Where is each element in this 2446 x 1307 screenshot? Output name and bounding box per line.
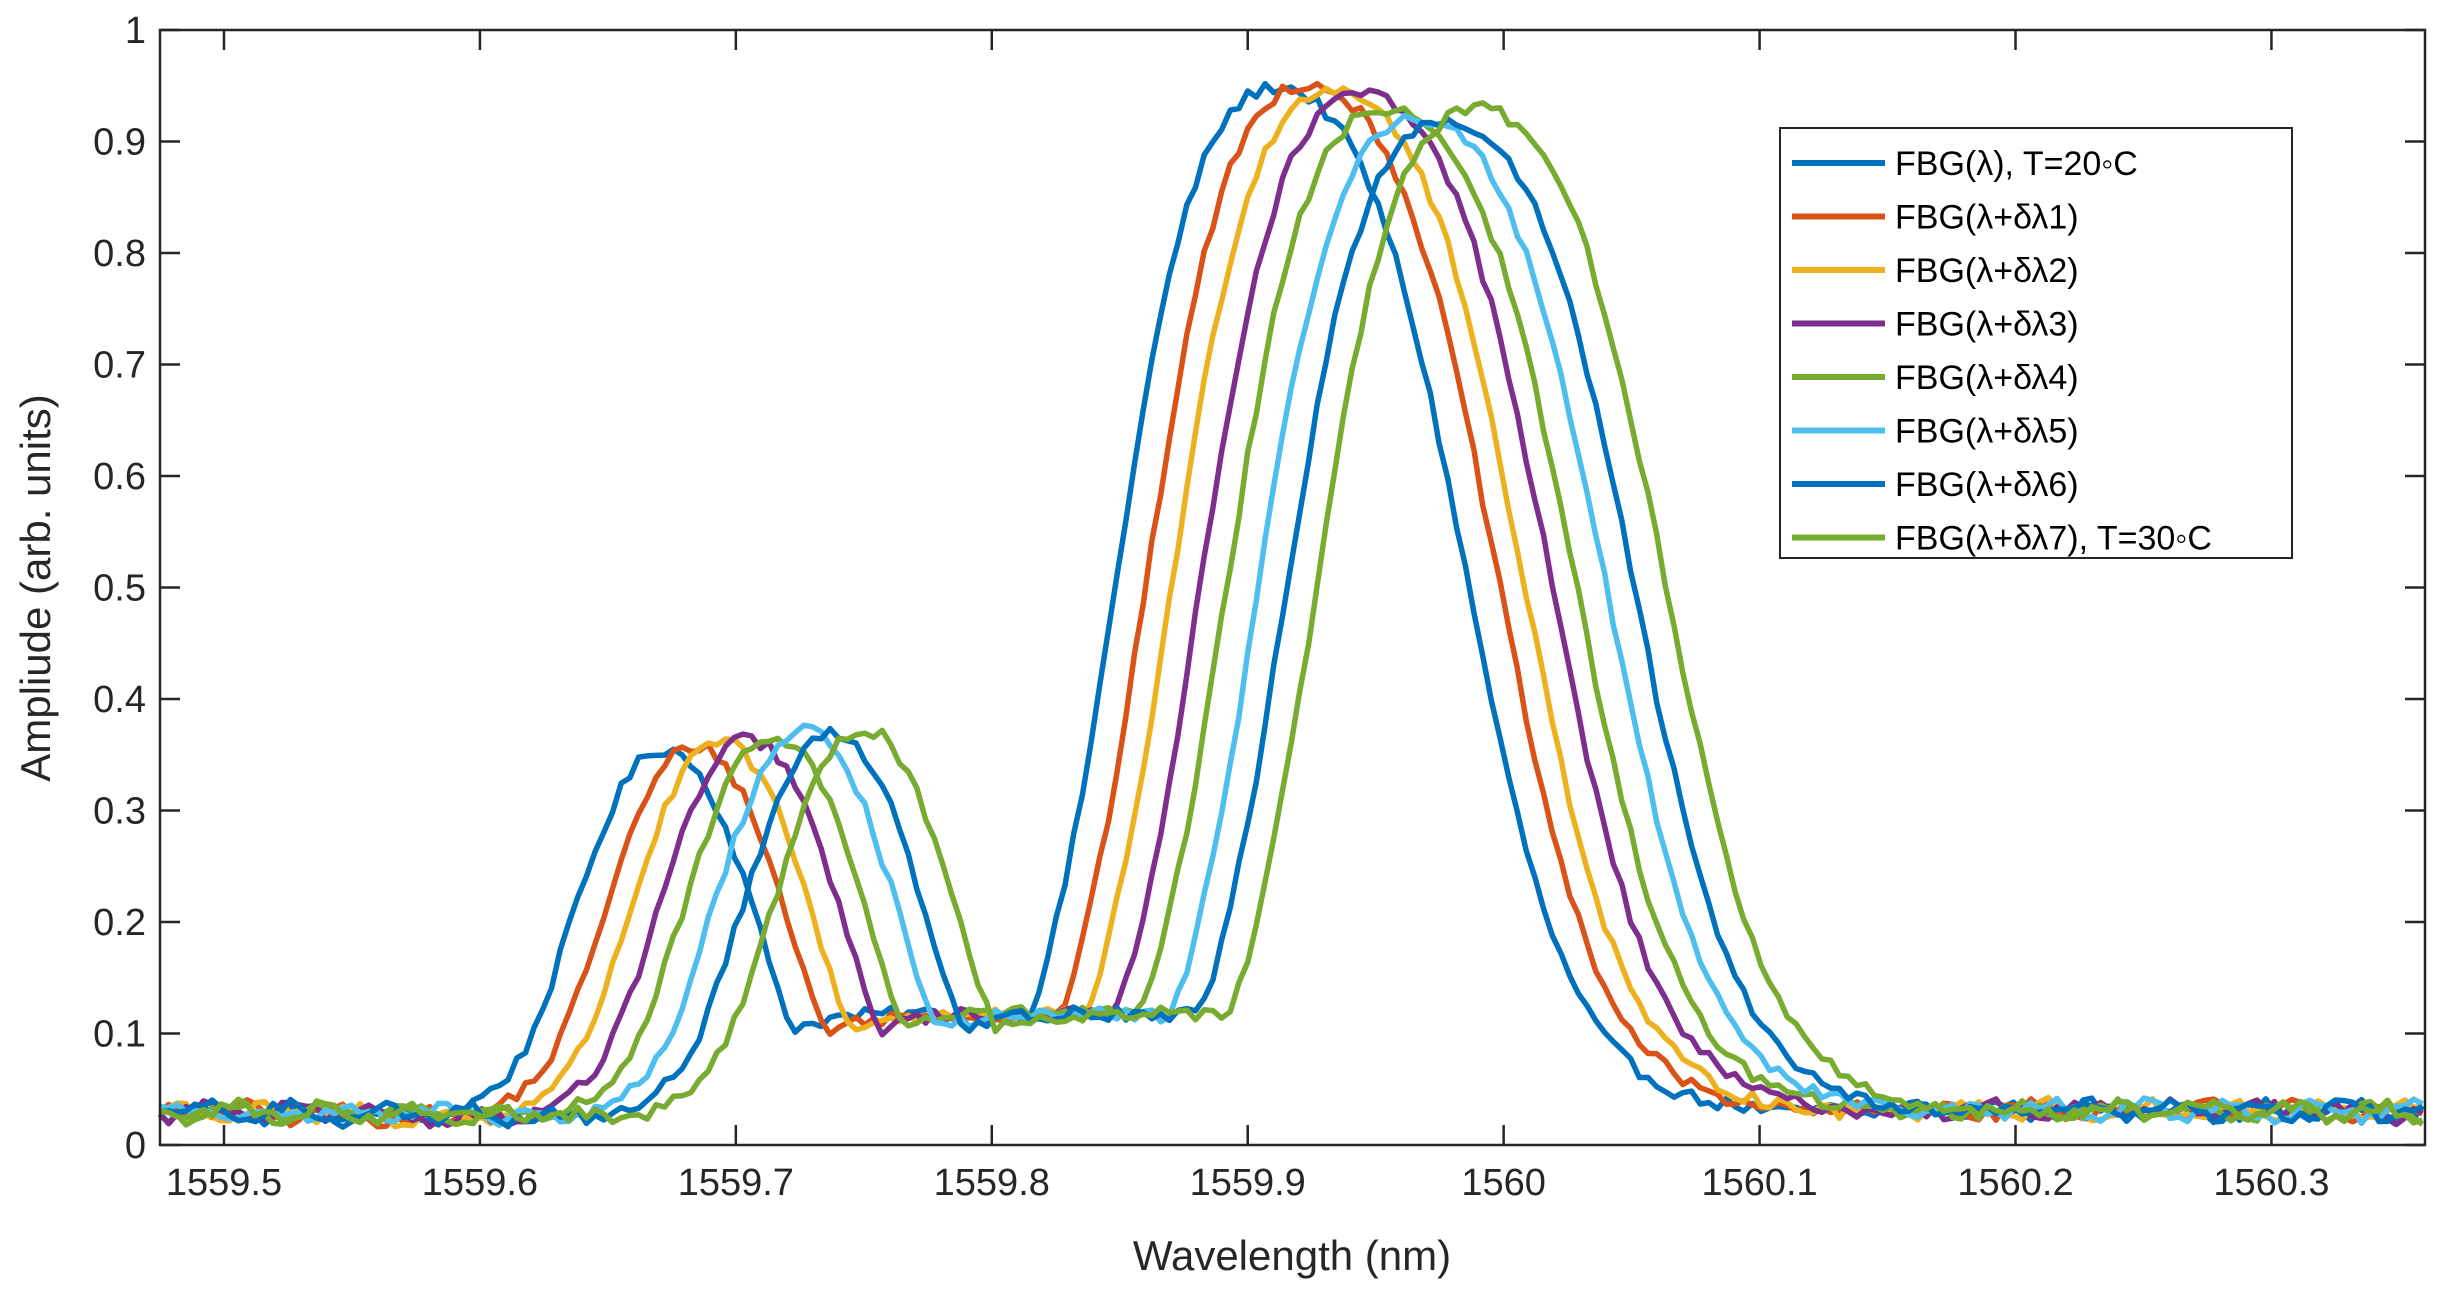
legend-entry-label: FBG(λ+δλ6) [1895, 466, 2079, 504]
legend-entry-label: FBG(λ), T=20◦C [1895, 145, 2138, 183]
y-tick-label: 0.8 [93, 233, 146, 275]
y-tick-label: 0.1 [93, 1014, 146, 1056]
x-tick-label: 1560.1 [1701, 1162, 1817, 1204]
y-tick-label: 0.3 [93, 791, 146, 833]
x-axis-label: Wavelength (nm) [1133, 1232, 1451, 1279]
x-tick-label: 1559.7 [678, 1162, 794, 1204]
series-line-7 [159, 100, 2424, 1127]
legend-entry-label: FBG(λ+δλ5) [1895, 413, 2079, 451]
y-tick-label: 0.7 [93, 345, 146, 387]
y-tick-label: 1 [125, 10, 146, 52]
legend: FBG(λ), T=20◦C FBG(λ+δλ1) FBG(λ+δλ2) FBG(λ+… [1779, 127, 2293, 559]
x-tick-label: 1560 [1461, 1162, 1546, 1204]
y-tick-label: 0.4 [93, 679, 146, 721]
legend-entry-label: FBG(λ+δλ1) [1895, 199, 2079, 237]
series-layer [157, 80, 2425, 1130]
x-tick-label: 1559.8 [934, 1162, 1050, 1204]
x-tick-label: 1559.5 [166, 1162, 282, 1204]
legend-entry-label: FBG(λ+δλ7), T=30◦C [1895, 520, 2212, 558]
y-tick-label: 0.9 [93, 122, 146, 164]
legend-entry-label: FBG(λ+δλ2) [1895, 252, 2079, 290]
x-tick-label: 1560.3 [2213, 1162, 2329, 1204]
y-tick-label: 0 [125, 1125, 146, 1167]
y-tick-label: 0.2 [93, 902, 146, 944]
x-axis-ticks: 1559.5 1559.6 1559.7 1559.8 1559.9 1560 1560.1… [166, 30, 2330, 1204]
y-tick-label: 0.5 [93, 568, 146, 610]
legend-entry-label: FBG(λ+δλ4) [1895, 359, 2079, 397]
y-axis-label: Ampliude (arb. units) [12, 394, 59, 782]
series-line-2 [159, 85, 2423, 1130]
x-tick-label: 1559.9 [1190, 1162, 1306, 1204]
legend-entry-label: FBG(λ+δλ3) [1895, 306, 2079, 344]
x-tick-label: 1559.6 [422, 1162, 538, 1204]
y-tick-label: 0.6 [93, 456, 146, 498]
y-axis-ticks: 0 0.1 0.2 0.3 0.4 0.5 0.6 0.7 0.8 0.9 1 [93, 10, 2425, 1167]
x-tick-label: 1560.2 [1957, 1162, 2073, 1204]
series-line-3 [157, 87, 2424, 1130]
